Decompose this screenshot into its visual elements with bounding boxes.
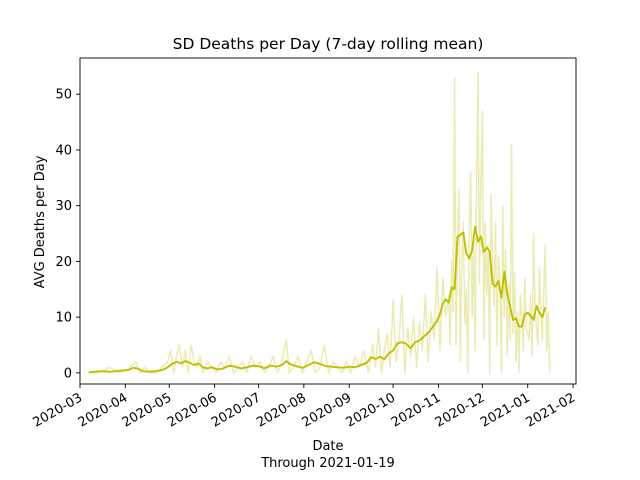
x-axis-title: Date xyxy=(312,439,343,454)
plot-area xyxy=(79,57,577,385)
x-tick-label: 2020-03 xyxy=(30,390,85,430)
y-tick-label: 30 xyxy=(55,199,72,214)
series-line-daily xyxy=(88,71,551,374)
x-axis: 2020-032020-042020-052020-062020-072020-… xyxy=(30,384,578,431)
x-tick-label: 2020-11 xyxy=(389,390,444,430)
y-axis-title: AVG Deaths per Day xyxy=(33,155,48,288)
x-tick-label: 2020-10 xyxy=(344,390,399,430)
y-tick-label: 40 xyxy=(55,143,72,158)
plot-frame xyxy=(79,57,577,385)
x-tick-label: 2021-02 xyxy=(524,390,579,430)
x-tick-label: 2021-01 xyxy=(478,390,533,430)
x-tick-label: 2020-12 xyxy=(433,390,488,430)
y-tick-label: 20 xyxy=(55,255,72,270)
y-tick-label: 0 xyxy=(64,366,72,381)
x-tick-label: 2020-07 xyxy=(209,390,264,430)
y-tick-label: 50 xyxy=(55,88,72,103)
x-tick-label: 2020-09 xyxy=(300,390,355,430)
chart-title: SD Deaths per Day (7-day rolling mean) xyxy=(173,35,484,53)
x-axis-note: Through 2021-01-19 xyxy=(260,456,395,471)
x-tick-label: 2020-06 xyxy=(165,390,220,430)
x-tick-label: 2020-04 xyxy=(76,390,131,430)
y-axis: 0 10 20 30 40 50 xyxy=(55,88,80,381)
y-tick-label: 10 xyxy=(55,311,72,326)
x-tick-label: 2020-08 xyxy=(254,390,309,430)
x-tick-label: 2020-05 xyxy=(120,390,175,430)
series-line-rolling-mean xyxy=(88,225,547,374)
